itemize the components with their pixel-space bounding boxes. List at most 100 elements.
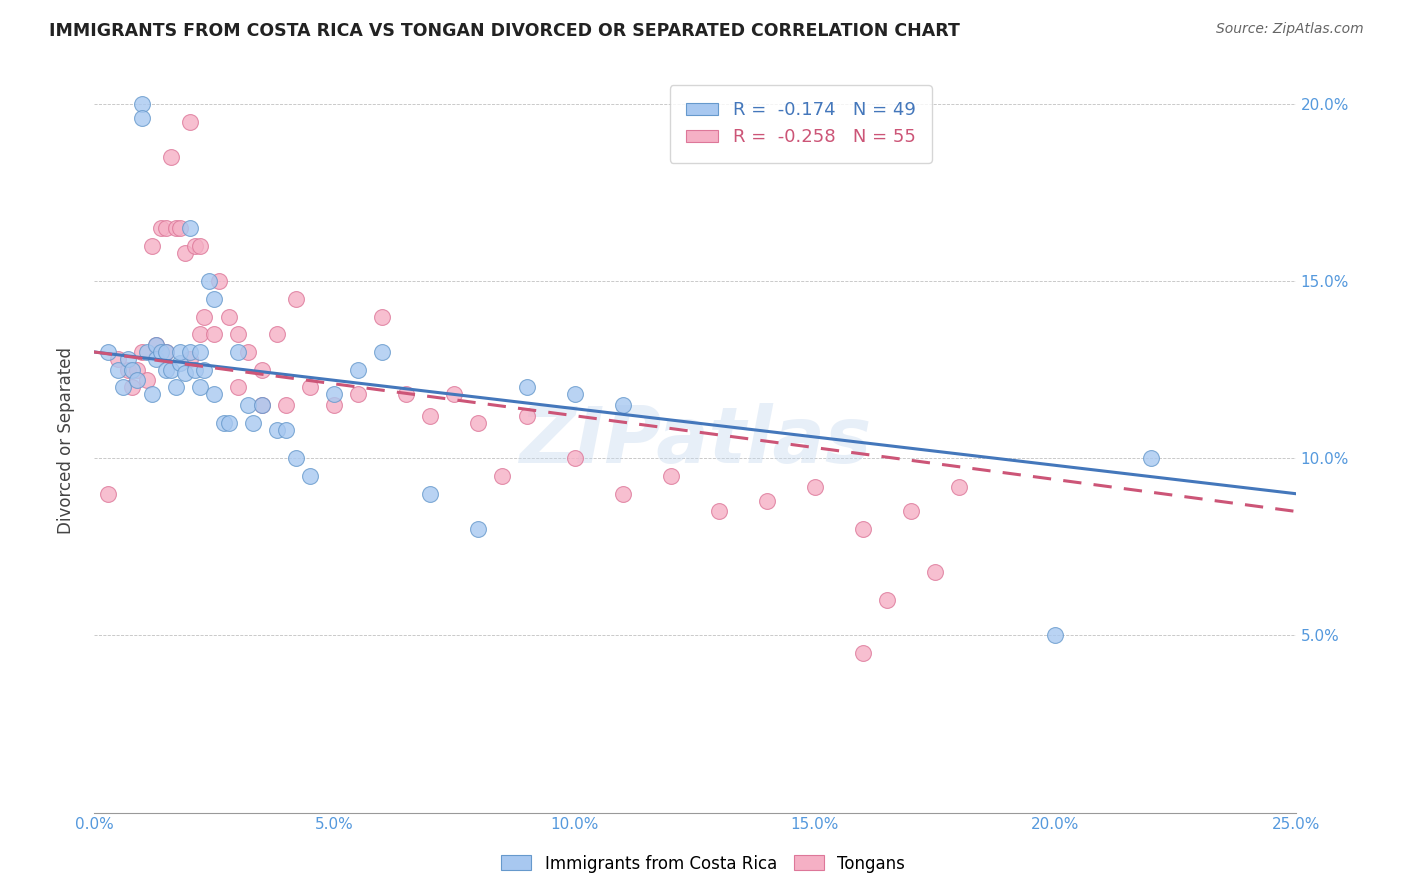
Point [117, 352, 139, 367]
Point [193, 362, 215, 376]
Point [707, 504, 730, 518]
Text: Source: ZipAtlas.com: Source: ZipAtlas.com [1216, 22, 1364, 37]
Point [169, 345, 191, 359]
Point [212, 416, 235, 430]
Point [188, 238, 211, 252]
Point [276, 398, 298, 412]
Point [371, 345, 394, 359]
Point [131, 345, 153, 359]
Point [323, 398, 346, 412]
Point [107, 352, 129, 367]
Point [755, 493, 778, 508]
Y-axis label: Divorced or Separated: Divorced or Separated [58, 347, 75, 534]
Point [165, 380, 187, 394]
Point [218, 310, 240, 324]
Legend: R =  -0.174   N = 49, R =  -0.258   N = 55: R = -0.174 N = 49, R = -0.258 N = 55 [669, 85, 932, 162]
Point [111, 380, 134, 394]
Point [155, 345, 177, 359]
Point [208, 274, 231, 288]
Point [242, 416, 264, 430]
Point [284, 292, 307, 306]
Point [299, 380, 322, 394]
Point [443, 387, 465, 401]
Point [184, 238, 207, 252]
Point [467, 416, 489, 430]
Point [188, 345, 211, 359]
Point [202, 292, 225, 306]
Point [97, 345, 120, 359]
Point [127, 362, 149, 376]
Point [900, 504, 922, 518]
Point [179, 345, 201, 359]
Point [121, 380, 143, 394]
Point [564, 387, 586, 401]
Point [169, 221, 191, 235]
Point [155, 345, 177, 359]
Point [174, 245, 197, 260]
Point [150, 345, 173, 359]
Point [160, 150, 183, 164]
Point [659, 469, 682, 483]
Point [145, 352, 167, 367]
Point [491, 469, 513, 483]
Point [419, 486, 441, 500]
Point [97, 486, 120, 500]
Point [169, 355, 191, 369]
Point [155, 221, 177, 235]
Point [250, 398, 273, 412]
Point [141, 238, 163, 252]
Point [612, 398, 634, 412]
Point [198, 274, 221, 288]
Point [135, 373, 157, 387]
Legend: Immigrants from Costa Rica, Tongans: Immigrants from Costa Rica, Tongans [495, 848, 911, 880]
Point [266, 423, 288, 437]
Point [284, 451, 307, 466]
Point [188, 327, 211, 342]
Point [179, 352, 201, 367]
Point [202, 387, 225, 401]
Point [515, 380, 537, 394]
Point [226, 345, 249, 359]
Point [202, 327, 225, 342]
Point [395, 387, 418, 401]
Point [1045, 628, 1067, 642]
Point [948, 480, 970, 494]
Point [107, 362, 129, 376]
Point [127, 373, 149, 387]
Point [515, 409, 537, 423]
Point [266, 327, 288, 342]
Point [612, 486, 634, 500]
Point [179, 114, 201, 128]
Point [347, 362, 370, 376]
Point [419, 409, 441, 423]
Point [145, 338, 167, 352]
Point [1140, 451, 1163, 466]
Point [226, 380, 249, 394]
Point [179, 221, 201, 235]
Point [155, 362, 177, 376]
Point [117, 362, 139, 376]
Point [347, 387, 370, 401]
Point [250, 362, 273, 376]
Point [150, 221, 173, 235]
Point [876, 593, 898, 607]
Point [299, 469, 322, 483]
Point [852, 522, 875, 536]
Point [564, 451, 586, 466]
Point [188, 380, 211, 394]
Point [218, 416, 240, 430]
Point [121, 362, 143, 376]
Point [323, 387, 346, 401]
Point [141, 387, 163, 401]
Point [135, 345, 157, 359]
Point [804, 480, 827, 494]
Point [193, 310, 215, 324]
Point [165, 221, 187, 235]
Point [145, 338, 167, 352]
Point [131, 97, 153, 112]
Point [236, 398, 259, 412]
Point [184, 362, 207, 376]
Point [226, 327, 249, 342]
Point [250, 398, 273, 412]
Point [174, 366, 197, 380]
